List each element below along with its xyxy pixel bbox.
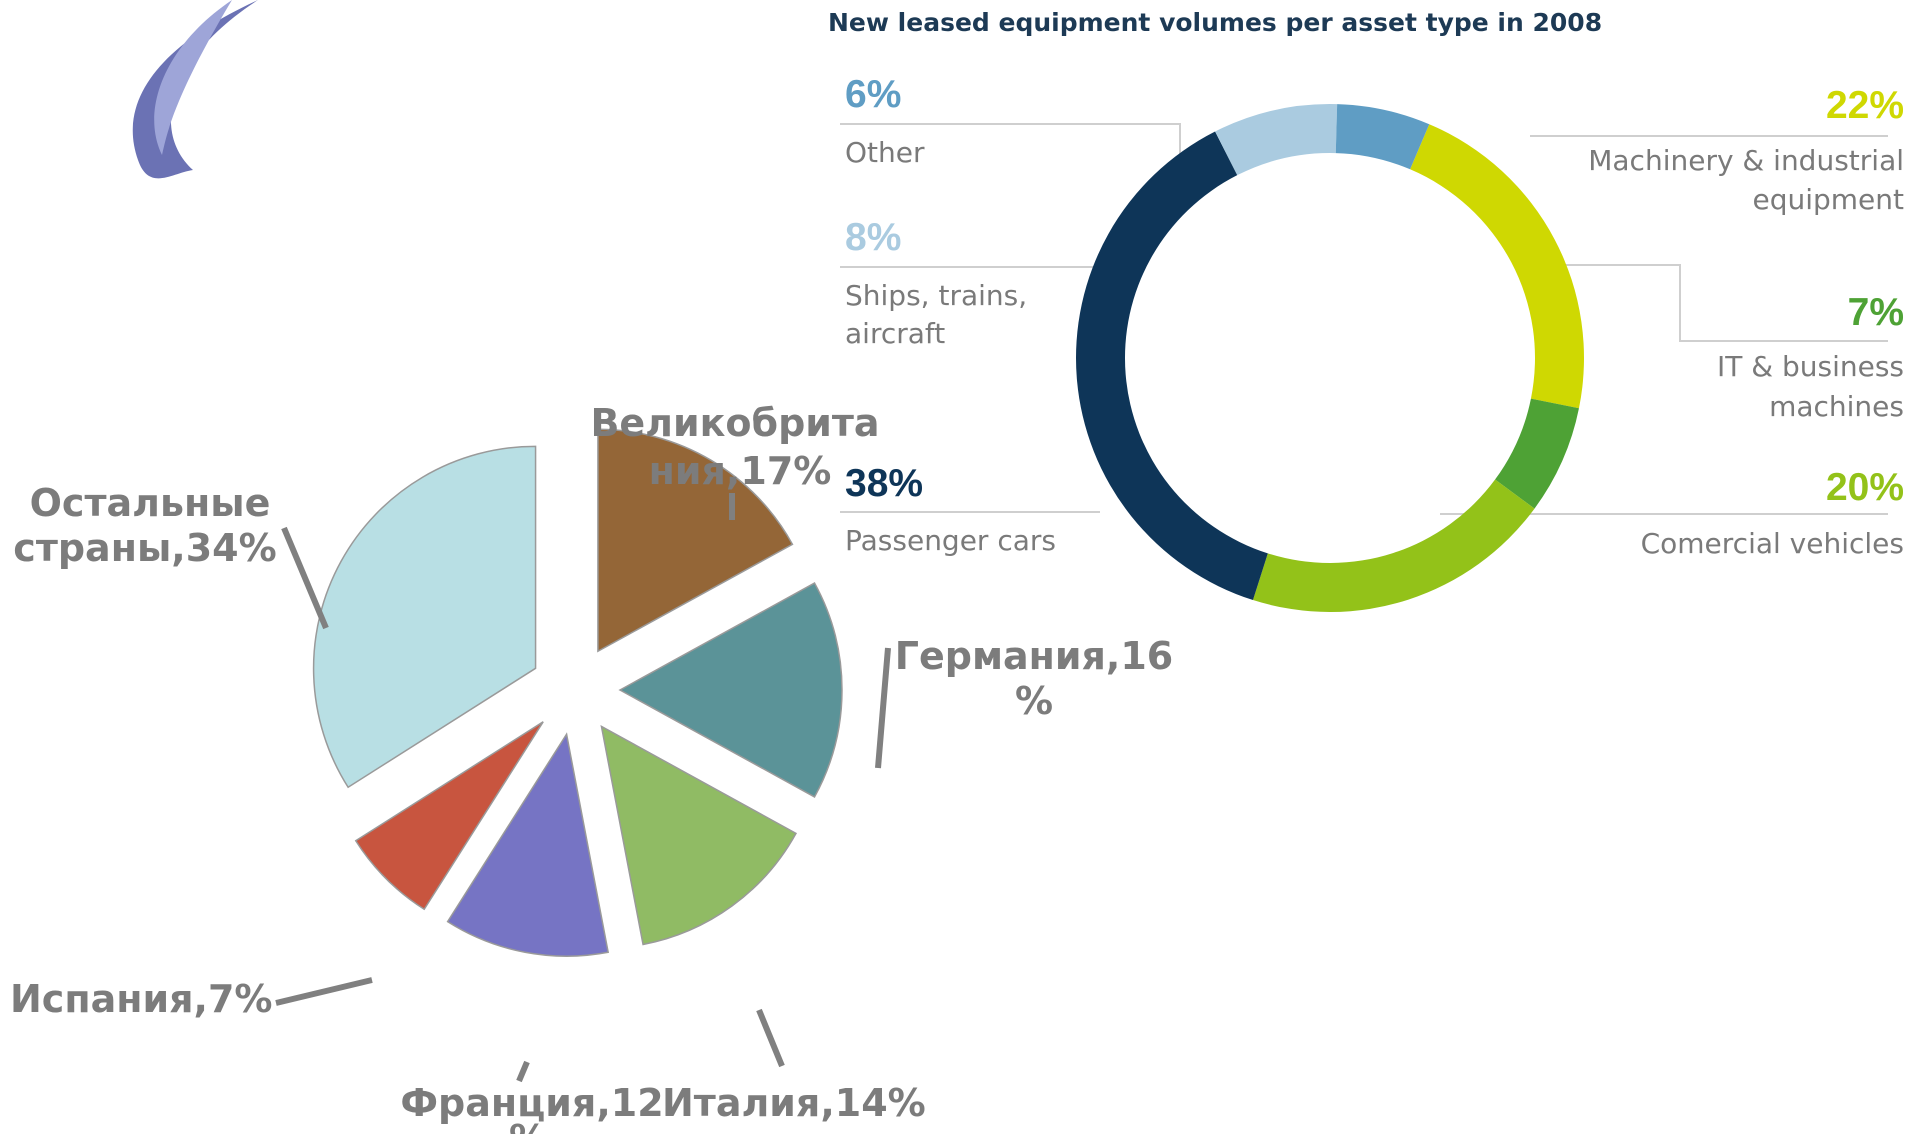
pie-slice-spain bbox=[354, 721, 544, 911]
pie-label-germany-line1: Германия,16 bbox=[895, 634, 1174, 678]
donut-leader-lines bbox=[840, 123, 1888, 515]
pie-slice-uk bbox=[597, 428, 794, 653]
pie-slice-germany bbox=[618, 582, 843, 798]
donut-segment-passenger bbox=[1076, 131, 1268, 601]
donut-label-commercial: Comercial vehicles bbox=[1641, 527, 1904, 560]
donut-labels: 6% Other 8% Ships, trains, aircraft 38% … bbox=[845, 73, 1904, 560]
donut-label-passenger-pct: 38% bbox=[845, 462, 923, 505]
donut-label-other: Other bbox=[845, 136, 925, 169]
pie-labels: Великобрита ния,17% Германия,16 % Италия… bbox=[10, 401, 1173, 1134]
pie-label-italy: Италия,14% bbox=[662, 1081, 926, 1125]
donut-label-ships-pct: 8% bbox=[845, 216, 901, 259]
donut-segment-other bbox=[1335, 104, 1430, 170]
swirl-decoration bbox=[132, 0, 258, 179]
pie-label-uk-line2: ния,17% bbox=[649, 449, 832, 493]
donut-segment-machinery bbox=[1410, 124, 1584, 409]
donut-label-passenger: Passenger cars bbox=[845, 524, 1056, 557]
donut-segment-commercial bbox=[1252, 479, 1535, 613]
pie-label-germany-line2: % bbox=[1015, 679, 1053, 723]
pie-label-france-line2: % bbox=[509, 1117, 547, 1134]
donut-label-machinery-line2: equipment bbox=[1752, 183, 1904, 216]
donut-label-other-pct: 6% bbox=[845, 73, 901, 116]
pie-label-france-line1: Франция,12 bbox=[400, 1081, 663, 1125]
donut-title: New leased equipment volumes per asset t… bbox=[828, 8, 1602, 37]
pie-slice-italy bbox=[600, 724, 798, 946]
donut-label-ships-line1: Ships, trains, bbox=[845, 279, 1027, 312]
pie-label-other-line2: страны,34% bbox=[13, 526, 276, 570]
pie-slice-other bbox=[312, 445, 537, 789]
pie-leader-lines bbox=[275, 493, 891, 1083]
pie-label-other-line1: Остальные bbox=[30, 481, 271, 525]
donut-label-machinery-line1: Machinery & industrial bbox=[1588, 144, 1904, 177]
donut-chart bbox=[1076, 103, 1584, 613]
pie-chart bbox=[312, 428, 843, 957]
donut-label-machinery-pct: 22% bbox=[1826, 84, 1904, 127]
donut-label-it-pct: 7% bbox=[1848, 291, 1904, 334]
donut-label-it-line1: IT & business bbox=[1717, 350, 1904, 383]
pie-slice-france bbox=[446, 732, 610, 957]
donut-segment-ships bbox=[1215, 103, 1338, 176]
donut-label-ships-line2: aircraft bbox=[845, 317, 945, 350]
donut-label-commercial-pct: 20% bbox=[1826, 466, 1904, 509]
pie-label-spain: Испания,7% bbox=[10, 977, 272, 1021]
donut-segment-it bbox=[1495, 398, 1579, 509]
donut-label-it-line2: machines bbox=[1769, 390, 1904, 423]
pie-label-uk-line1: Великобрита bbox=[590, 401, 879, 445]
